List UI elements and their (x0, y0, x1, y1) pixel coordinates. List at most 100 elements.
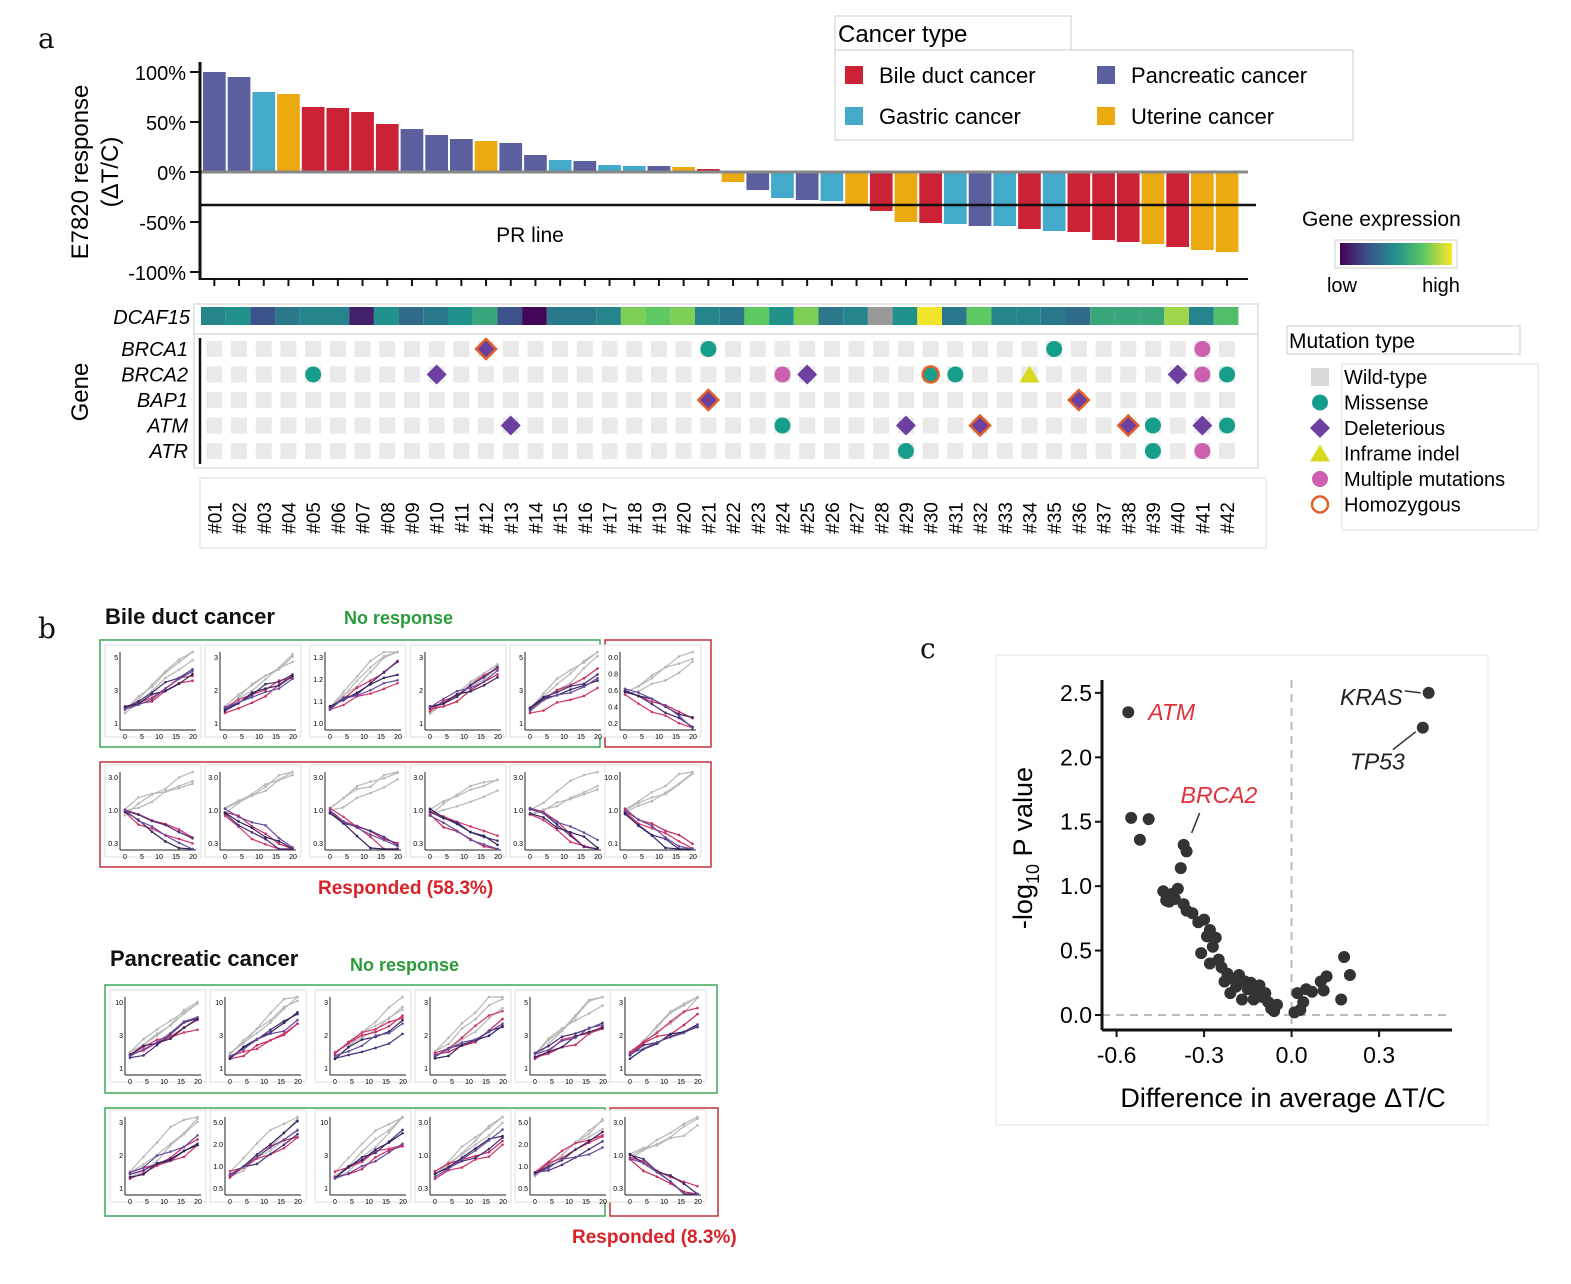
mini-xtick: 20 (499, 1079, 507, 1086)
gene-cell (354, 366, 371, 383)
mini-point (277, 847, 281, 851)
dcaf15-cell (793, 307, 819, 325)
mini-xtick: 5 (345, 734, 349, 741)
mini-point (482, 795, 486, 798)
mini-ytick: 1.0 (413, 808, 423, 815)
gene-cell (478, 366, 495, 383)
mini-point (691, 657, 694, 661)
sample-label-#37: #37 (1095, 502, 1116, 534)
mini-xtick: 10 (255, 734, 263, 741)
mini-series-line (434, 1023, 503, 1057)
mini-point (623, 690, 627, 694)
mini-chart: 0 5 10 15 20 1.3 1.2 1.1 1.0 (309, 644, 407, 741)
mini-point (496, 834, 499, 837)
mini-xtick: 5 (245, 1199, 249, 1206)
gene-cell (255, 341, 272, 357)
mini-point (333, 1170, 337, 1173)
mini-ytick: 10.0 (604, 775, 618, 782)
mini-xtick: 15 (277, 1199, 285, 1206)
mini-point (587, 1012, 591, 1015)
mini-series-line (434, 1025, 503, 1059)
mini-xtick: 0 (228, 1199, 232, 1206)
mini-point (555, 828, 559, 832)
gene-cell (626, 417, 643, 434)
dcaf15-cell (966, 307, 992, 325)
bar-#03 (252, 92, 276, 172)
mini-xtick: 10 (360, 734, 368, 741)
bar-#25 (795, 172, 819, 200)
mini-point (560, 1045, 564, 1049)
mini-point (691, 727, 694, 730)
mini-series-line (124, 651, 193, 711)
mini-chart: 0 5 10 15 20 3.0 1.0 0.3 (609, 1109, 707, 1206)
mutation-legend-label-del: Deleterious (1344, 418, 1445, 440)
mini-series-line (329, 651, 398, 708)
mini-point (155, 1141, 159, 1144)
mini-point (691, 842, 694, 846)
mini-series-line (534, 996, 603, 1059)
mini-point (196, 1134, 199, 1137)
mini-point (469, 686, 472, 690)
mini-point (150, 827, 154, 830)
mini-ytick: 1 (119, 1066, 123, 1073)
mini-point (528, 711, 532, 715)
dcaf15-cell (225, 307, 251, 325)
mini-point (277, 842, 281, 846)
mini-chart: 0 5 10 15 20 3 2 1 (314, 989, 412, 1086)
mini-point (177, 830, 181, 834)
mini-point (396, 770, 399, 774)
mini-point (569, 830, 572, 834)
mini-ytick: 0.3 (418, 1186, 428, 1193)
mini-xtick: 15 (582, 1199, 590, 1206)
dcaf15-cell (620, 307, 646, 325)
mini-point (291, 677, 294, 681)
mini-point (360, 1050, 364, 1054)
volcano-point (1174, 862, 1187, 875)
mini-point (123, 711, 127, 715)
gene-cell (428, 417, 445, 434)
gene-cell (576, 443, 593, 459)
gene-cell (749, 443, 766, 459)
bile-duct-no-response: No response (344, 608, 454, 628)
mini-point (487, 1030, 491, 1034)
mini-point (433, 1175, 437, 1179)
mini-chart: 0 5 10 15 20 0.0 0.8 0.6 0.4 0.2 (604, 644, 702, 741)
volcano-leader (1190, 812, 1201, 834)
dcaf15-cell (867, 307, 893, 325)
mini-chart: 0 5 10 15 20 5.0 2.0 1.0 0.5 (514, 1109, 612, 1206)
mini-point (155, 1164, 159, 1168)
mini-ytick: 0.4 (608, 705, 618, 712)
mini-point (282, 1131, 286, 1135)
mini-point (296, 1022, 299, 1026)
mini-point (137, 698, 140, 701)
mini-series-line (129, 1144, 198, 1178)
mini-point (196, 1138, 199, 1141)
mini-series-line (334, 1117, 403, 1179)
gene-cell (725, 417, 742, 434)
mini-series-line (629, 1118, 698, 1160)
mini-series-line (529, 651, 598, 710)
mini-point (560, 1029, 564, 1033)
mini-ytick: 3 (524, 1033, 528, 1040)
gene-cell (1219, 392, 1236, 408)
volcano-leader (1392, 731, 1417, 751)
mini-point (474, 1024, 477, 1028)
mini-point (637, 824, 640, 828)
mini-point (191, 779, 194, 783)
mini-point (360, 1036, 364, 1040)
mini-xtick: 15 (382, 1199, 390, 1206)
mini-point (677, 714, 681, 718)
gene-cell (280, 366, 297, 383)
mini-xtick: 0 (623, 734, 627, 741)
mini-point (642, 1169, 645, 1173)
volcano-point (1306, 985, 1318, 998)
mini-point (569, 691, 572, 695)
mini-point (142, 1168, 145, 1172)
gene-cell (428, 392, 445, 408)
mini-point (255, 1142, 259, 1145)
mini-point (150, 683, 154, 686)
mini-xtick: 15 (677, 1199, 685, 1206)
mini-point (574, 1036, 577, 1040)
mini-point (374, 1129, 377, 1132)
mini-ytick: 3 (324, 1000, 328, 1007)
